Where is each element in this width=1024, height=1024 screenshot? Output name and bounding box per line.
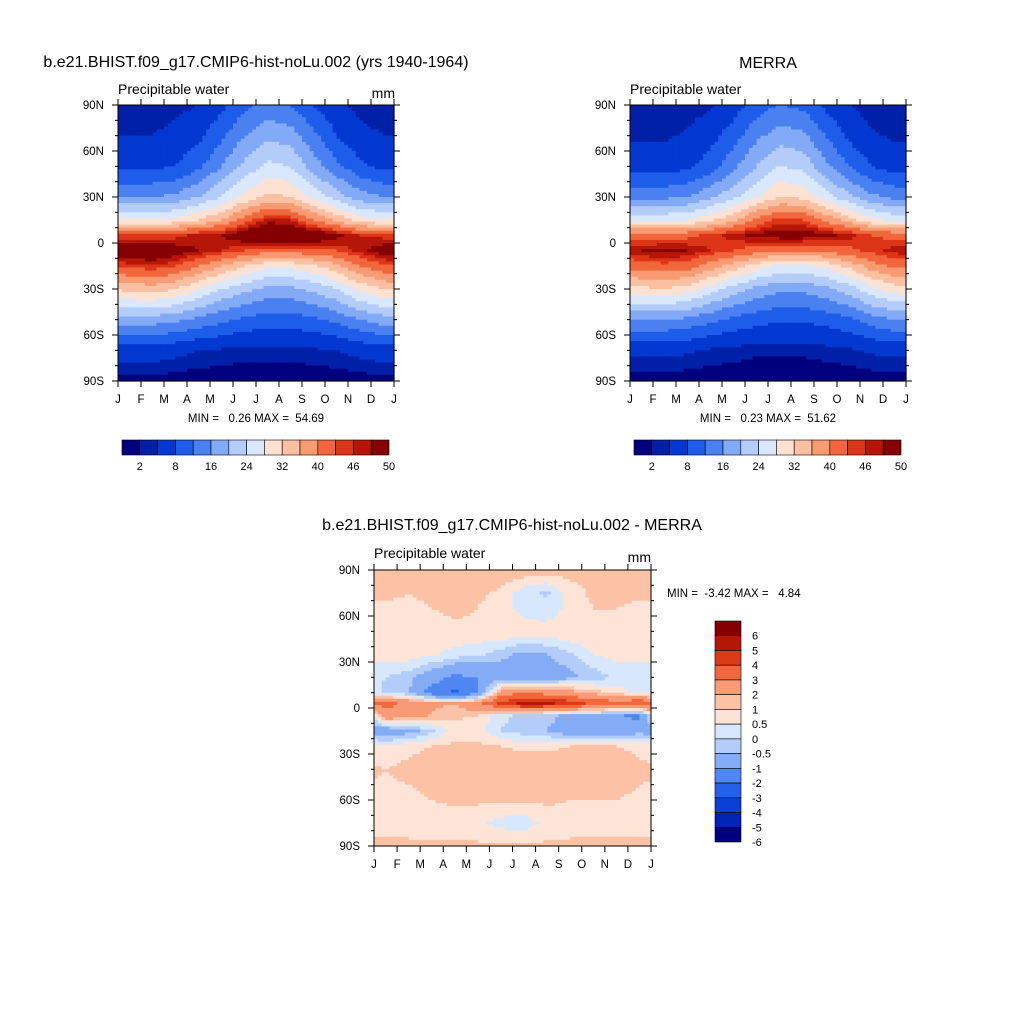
panel-model: b.e21.BHIST.f09_g17.CMIP6-hist-noLu.002 … (43, 54, 468, 473)
panel-model-title: b.e21.BHIST.f09_g17.CMIP6-hist-noLu.002 … (43, 54, 468, 71)
panel-model-unit-label: mm (372, 85, 395, 101)
contour-field-model (118, 105, 395, 382)
panel-model-variable-label: Precipitable water (118, 81, 230, 97)
